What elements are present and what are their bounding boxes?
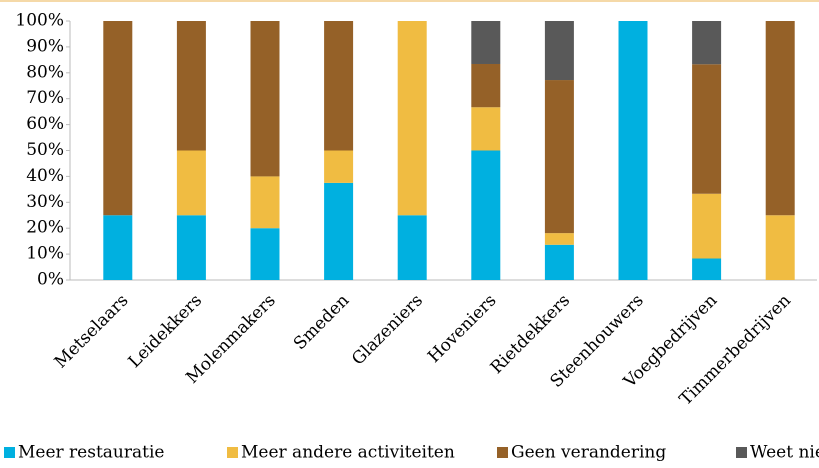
bar-segment: [250, 228, 280, 280]
legend-swatch: [497, 447, 508, 458]
y-tick-label: 40%: [26, 166, 64, 186]
bar-segment: [103, 21, 133, 216]
bar-segment: [324, 150, 354, 183]
bar-segment: [471, 150, 501, 280]
y-tick-label: 50%: [26, 140, 64, 160]
bar-segment: [176, 21, 206, 151]
x-tick-label: Leidekkers: [125, 291, 206, 372]
bar-segment: [692, 193, 722, 259]
bar-segment: [397, 21, 427, 216]
y-tick-label: 20%: [26, 218, 64, 238]
bar-segment: [250, 21, 280, 177]
x-tick-label: Hoveniers: [424, 291, 500, 367]
bar-segment: [103, 215, 133, 280]
bar-segment: [471, 21, 501, 64]
legend-swatch: [227, 447, 238, 458]
legend-label: Weet niet: [750, 443, 819, 463]
bar-segment: [176, 150, 206, 216]
bar-segment: [324, 21, 354, 151]
legend-label: Meer andere activiteiten: [241, 443, 455, 463]
bar-segment: [544, 244, 574, 280]
bar-segment: [397, 215, 427, 280]
y-tick-label: 10%: [26, 244, 64, 264]
bar-segment: [471, 107, 501, 151]
bar-segment: [324, 182, 354, 280]
y-tick-label: 100%: [15, 11, 64, 31]
bar-segment: [176, 215, 206, 280]
legend-label: Geen verandering: [511, 443, 666, 463]
bar-segment: [544, 233, 574, 245]
legend-label: Meer restauratie: [18, 443, 164, 463]
y-tick-label: 30%: [26, 192, 64, 212]
y-tick-label: 80%: [26, 62, 64, 82]
x-tick-label: Glazeniers: [348, 291, 427, 370]
bar-segment: [618, 21, 648, 280]
y-tick-label: 90%: [26, 36, 64, 56]
legend-swatch: [4, 447, 15, 458]
bar-segment: [250, 176, 280, 229]
bar-segment: [765, 215, 795, 280]
bar-segment: [765, 21, 795, 216]
bar-segment: [544, 80, 574, 234]
bar-segment: [544, 21, 574, 81]
legend-swatch: [736, 447, 747, 458]
bar-segment: [692, 21, 722, 65]
bar-segment: [692, 258, 722, 280]
y-tick-label: 70%: [26, 88, 64, 108]
x-tick-label: Smeden: [290, 291, 353, 354]
bar-segment: [471, 63, 501, 108]
y-tick-label: 60%: [26, 114, 64, 134]
y-tick-label: 0%: [37, 270, 64, 290]
x-tick-label: Metselaars: [51, 291, 133, 373]
bar-segment: [692, 64, 722, 194]
